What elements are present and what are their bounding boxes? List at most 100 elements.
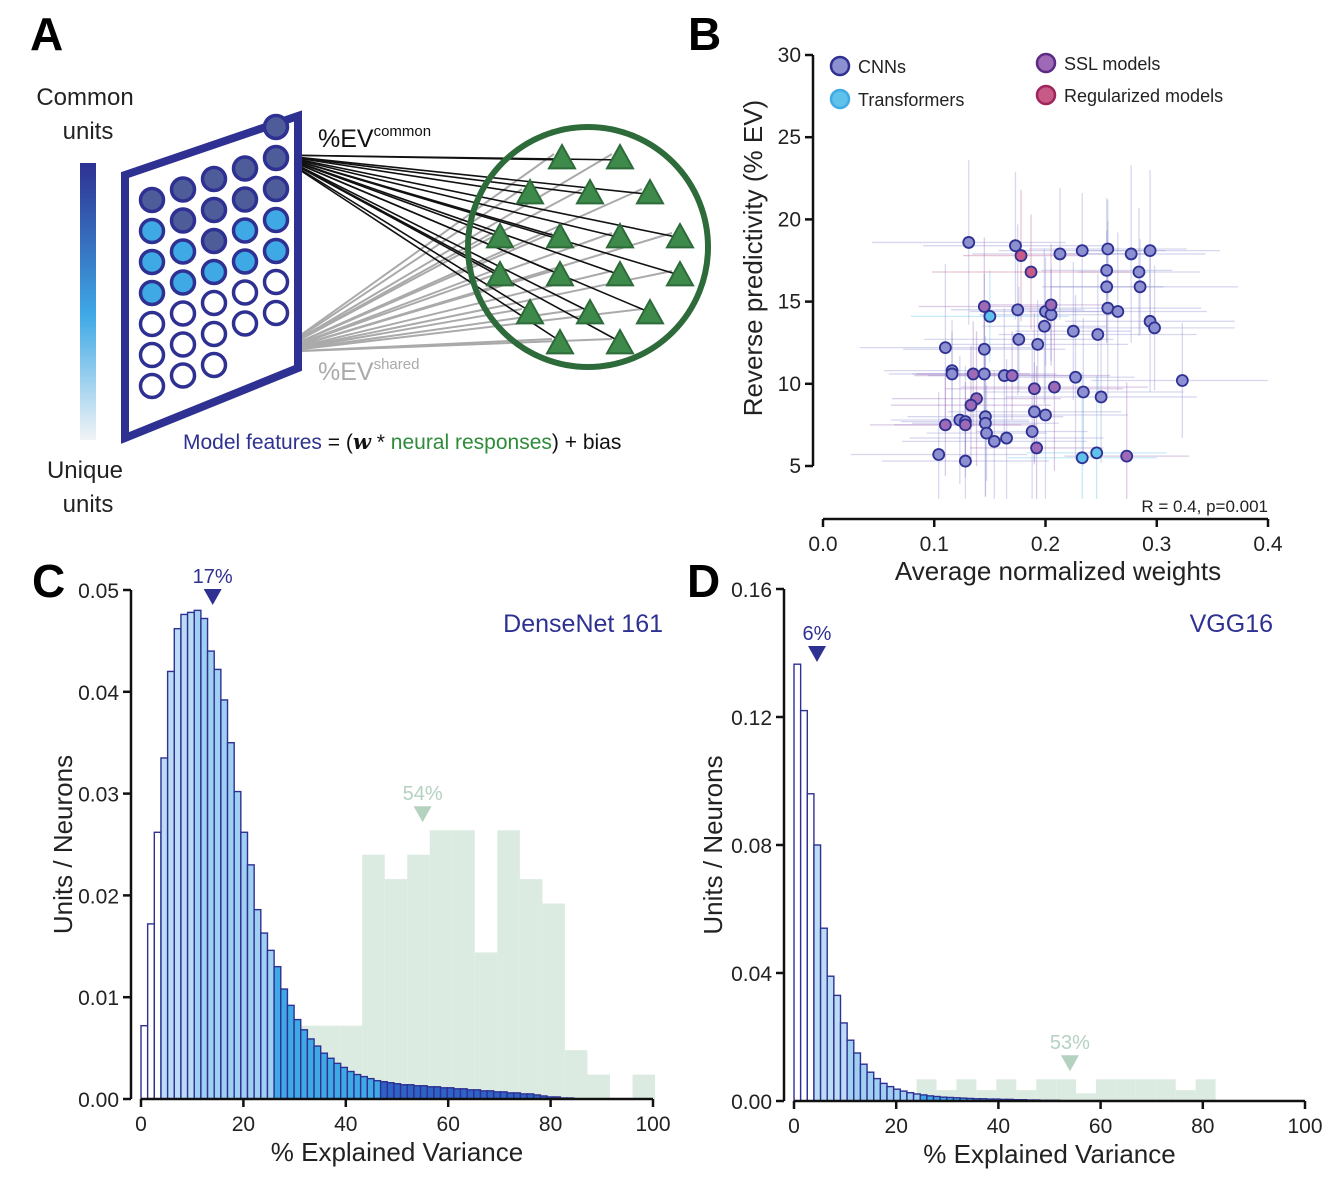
y-tick-label: 10: [778, 373, 801, 396]
regularized-point: [1024, 265, 1038, 279]
mean-label: 54%: [403, 783, 443, 805]
unit-bar: [200, 617, 209, 1100]
ssl-point: [1120, 449, 1134, 463]
legend-label-transformer: Transformers: [858, 90, 964, 110]
neuron-bar: [632, 1074, 656, 1099]
unit-bar: [833, 994, 842, 1102]
cnn-point: [1124, 247, 1138, 261]
unit-circle-dark: [169, 176, 197, 203]
unit-bar: [180, 613, 189, 1100]
unit-circle-white: [169, 300, 197, 327]
unique-units-label-line1: Unique: [47, 457, 123, 484]
neuron-bar: [474, 952, 498, 1099]
unit-grid: [138, 113, 290, 400]
transformer-point: [1090, 446, 1104, 460]
common-connection-line: [276, 154, 687, 278]
neuron-bar: [956, 1079, 977, 1101]
scatter-legend: CNNs Transformers SSL models Regularized mo…: [829, 52, 1223, 110]
cnn-point: [1143, 244, 1157, 258]
vgg16-axes: 0.00 0.04 0.08 0.12 0.16 0 20 40 60 80 100 % Explai…: [698, 579, 1323, 1169]
shared-connection-line: [276, 153, 555, 353]
unit-bar: [206, 650, 215, 1100]
shared-connection-line: [276, 308, 523, 353]
y-tick-label: 0.04: [78, 682, 119, 705]
vgg16-bars: 6% 53%: [793, 623, 1216, 1102]
unit-bar: [146, 923, 156, 1100]
cnn-point: [1091, 328, 1105, 341]
common-connection-line: [276, 154, 627, 346]
unit-circle-mid: [138, 279, 166, 307]
cnn-point: [1100, 263, 1114, 277]
neuron-bar: [519, 879, 543, 1099]
neuron-bar: [362, 854, 385, 1099]
unit-bar: [379, 1080, 388, 1100]
unit-circle-white: [200, 289, 228, 317]
neuron-triangle: [545, 327, 575, 355]
neuron-bar: [429, 830, 453, 1099]
neuron-triangle: [485, 259, 515, 287]
common-connection-line: [276, 154, 537, 196]
legend-marker-ssl: [1035, 52, 1057, 74]
unit-bar: [846, 1039, 855, 1102]
unit-bar: [866, 1071, 875, 1102]
unit-circle-mid: [138, 217, 166, 245]
unit-circle-dark: [169, 207, 197, 234]
mean-label: 6%: [803, 623, 832, 645]
unit-bar: [439, 1087, 448, 1100]
unit-bar: [246, 864, 255, 1100]
neuron-bar: [1076, 1093, 1097, 1101]
unit-circle-dark: [231, 186, 259, 213]
common-units-label-line2: units: [63, 118, 114, 145]
unit-bar: [459, 1088, 468, 1100]
ssl-point: [1044, 298, 1058, 312]
ssl-point: [966, 367, 980, 381]
neuron-bar: [497, 830, 520, 1099]
correlation-annotation: R = 0.4, p=0.001: [1141, 497, 1268, 516]
unit-bar: [153, 831, 162, 1100]
y-tick-label: 5: [789, 455, 801, 478]
transformer-point: [1075, 451, 1089, 465]
cnn-point: [1025, 425, 1039, 438]
neuron-bar: [1096, 1079, 1116, 1101]
cnn-point: [1031, 337, 1045, 351]
neuron-bar: [1115, 1079, 1136, 1101]
unit-circle-white: [169, 331, 197, 358]
unit-bar: [313, 1045, 322, 1100]
ev-shared-label: %EVshared: [318, 356, 419, 386]
neuron-triangle: [605, 259, 635, 287]
unit-circle-dark: [200, 196, 228, 224]
cnn-point: [1027, 405, 1041, 419]
common-connection-line: [276, 154, 537, 316]
x-tick-label: 0.3: [1142, 533, 1171, 556]
neuron-triangle: [665, 221, 695, 249]
unit-bar: [339, 1066, 349, 1100]
neuron-triangle: [545, 259, 575, 287]
common-connection-line: [276, 154, 567, 346]
cnn-point: [1075, 244, 1089, 258]
unit-circle-dark: [200, 165, 228, 193]
unit-bar: [826, 975, 835, 1102]
cnn-point: [1000, 431, 1013, 445]
neuron-bar: [976, 1090, 997, 1101]
formula: Model features = (w * neural responses) …: [183, 429, 621, 454]
unit-bar: [419, 1085, 428, 1100]
unit-bar: [886, 1085, 895, 1102]
y-tick-label: 25: [778, 126, 801, 149]
cnn-point: [1133, 280, 1147, 294]
regularized-point: [1014, 249, 1028, 262]
panel-c-label: C: [32, 555, 65, 607]
unit-bar: [453, 1088, 462, 1100]
unit-bar: [233, 790, 242, 1100]
common-connection-line: [276, 154, 627, 161]
common-connection-line: [276, 154, 627, 240]
cnn-point: [1012, 333, 1026, 346]
cnn-point: [1100, 280, 1114, 294]
unit-circle-white: [262, 299, 290, 327]
unit-bar: [892, 1088, 901, 1102]
transformer-point: [983, 309, 997, 323]
ssl-point: [938, 418, 952, 432]
panel-d-label: D: [687, 555, 720, 607]
unit-circle-dark: [138, 186, 166, 214]
densenet-axes: 0.00 0.01 0.02 0.03 0.04 0.05 0 20 40 60 80 100 % Ex…: [48, 580, 671, 1167]
y-tick-label: 0.16: [731, 579, 772, 602]
